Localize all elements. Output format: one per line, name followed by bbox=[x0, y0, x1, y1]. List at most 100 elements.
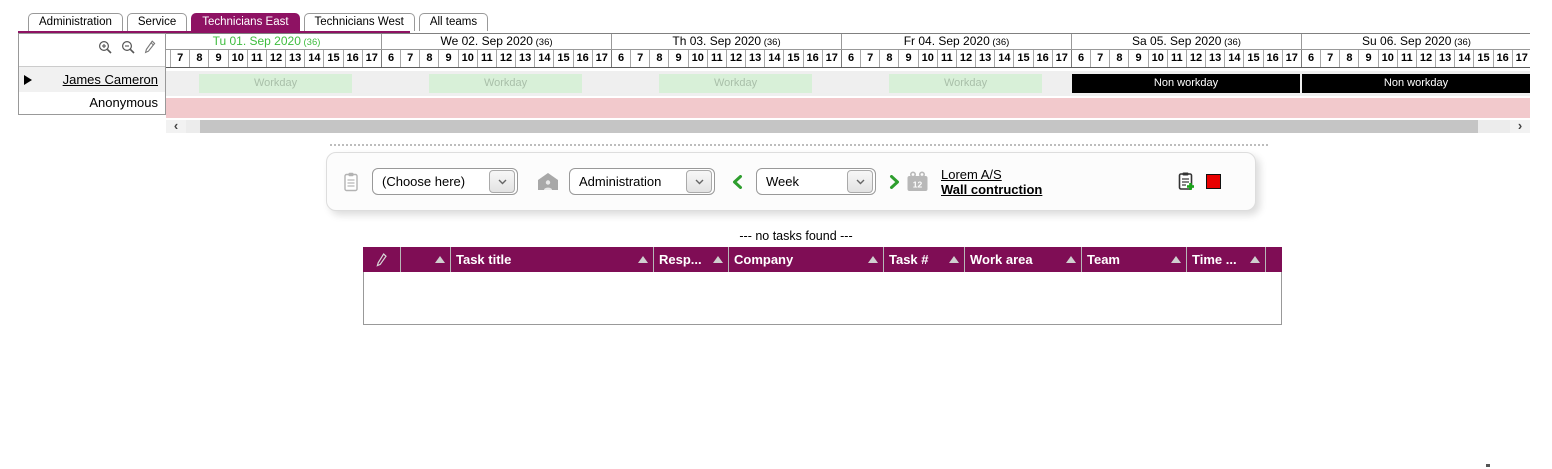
hour-cell[interactable]: 16 bbox=[802, 50, 822, 67]
hour-cell[interactable]: 10 bbox=[1377, 50, 1397, 67]
hour-cell[interactable]: 15 bbox=[783, 50, 803, 67]
hour-cell[interactable]: 6 bbox=[1301, 50, 1321, 67]
sort-ascending-icon[interactable] bbox=[1250, 256, 1260, 263]
hour-cell[interactable]: 6 bbox=[1071, 50, 1091, 67]
tab-all-teams[interactable]: All teams bbox=[418, 13, 489, 31]
calendar-icon[interactable]: 12 bbox=[906, 171, 929, 192]
zoom-out-icon[interactable] bbox=[121, 40, 135, 54]
hour-cell[interactable]: 14 bbox=[304, 50, 324, 67]
hour-cell[interactable]: 11 bbox=[246, 50, 266, 67]
hour-cell[interactable]: 17 bbox=[1281, 50, 1301, 67]
hour-cell[interactable]: 10 bbox=[687, 50, 707, 67]
availability-day-segment[interactable]: Workday bbox=[841, 71, 1071, 96]
day-header[interactable]: We 02. Sep 2020 (36) bbox=[381, 34, 611, 50]
hour-cell[interactable]: 16 bbox=[342, 50, 362, 67]
add-task-clipboard-icon[interactable] bbox=[1178, 172, 1195, 191]
zoom-in-icon[interactable] bbox=[98, 40, 112, 54]
hour-cell[interactable]: 12 bbox=[1415, 50, 1436, 67]
hour-cell[interactable]: 9 bbox=[1128, 50, 1148, 67]
chevron-down-icon[interactable] bbox=[847, 170, 873, 193]
column-task[interactable]: Task # bbox=[883, 247, 964, 272]
customer-link[interactable]: Lorem A/S bbox=[941, 166, 1002, 182]
column-edit[interactable] bbox=[363, 247, 400, 272]
hour-cell[interactable]: 15 bbox=[1473, 50, 1493, 67]
hour-cell[interactable]: 7 bbox=[630, 50, 650, 67]
hour-cell[interactable]: 7 bbox=[1090, 50, 1110, 67]
hour-cell[interactable]: 8 bbox=[189, 50, 209, 67]
hour-cell[interactable]: 17 bbox=[1051, 50, 1071, 67]
availability-day-segment[interactable]: Workday bbox=[381, 71, 611, 96]
hour-cell[interactable]: 9 bbox=[668, 50, 688, 67]
hour-cell[interactable]: 14 bbox=[1454, 50, 1474, 67]
day-header[interactable]: Su 06. Sep 2020 (36) bbox=[1301, 34, 1530, 50]
availability-day-segment[interactable]: Non workday bbox=[1301, 71, 1530, 96]
sort-ascending-icon[interactable] bbox=[713, 256, 723, 263]
hour-cell[interactable]: 12 bbox=[265, 50, 286, 67]
hour-cell[interactable]: 14 bbox=[534, 50, 554, 67]
hour-cell[interactable]: 10 bbox=[227, 50, 247, 67]
tab-technicians-west[interactable]: Technicians West bbox=[303, 13, 415, 31]
sort-ascending-icon[interactable] bbox=[868, 256, 878, 263]
column-company[interactable]: Company bbox=[728, 247, 883, 272]
sort-ascending-icon[interactable] bbox=[1066, 256, 1076, 263]
resource-row-anonymous[interactable]: Anonymous bbox=[19, 92, 165, 113]
sort-ascending-icon[interactable] bbox=[1171, 256, 1181, 263]
tab-technicians-east[interactable]: Technicians East bbox=[191, 13, 300, 31]
availability-day-segment[interactable]: Workday bbox=[611, 71, 841, 96]
hour-cell[interactable]: 15 bbox=[1243, 50, 1263, 67]
availability-day-segment[interactable]: Workday bbox=[166, 71, 381, 96]
scroll-right-button[interactable]: › bbox=[1510, 119, 1530, 133]
hour-cell[interactable]: 7 bbox=[170, 50, 190, 67]
day-header[interactable]: Tu 01. Sep 2020 (36) bbox=[166, 34, 381, 50]
hour-cell[interactable]: 10 bbox=[1147, 50, 1167, 67]
hour-cell[interactable]: 10 bbox=[917, 50, 937, 67]
hour-cell[interactable]: 11 bbox=[1166, 50, 1186, 67]
hour-cell[interactable]: 17 bbox=[1511, 50, 1530, 67]
status-red-square[interactable] bbox=[1206, 174, 1221, 189]
hour-cell[interactable]: 10 bbox=[457, 50, 477, 67]
hour-cell[interactable]: 17 bbox=[591, 50, 611, 67]
hour-cell[interactable]: 8 bbox=[879, 50, 899, 67]
hour-cell[interactable]: 8 bbox=[419, 50, 439, 67]
hour-cell[interactable]: 6 bbox=[841, 50, 861, 67]
hour-cell[interactable]: 14 bbox=[1224, 50, 1244, 67]
hour-cell[interactable]: 6 bbox=[381, 50, 401, 67]
hour-cell[interactable]: 13 bbox=[975, 50, 995, 67]
sort-ascending-icon[interactable] bbox=[638, 256, 648, 263]
hour-cell[interactable]: 16 bbox=[1262, 50, 1282, 67]
availability-day-segment[interactable]: Non workday bbox=[1071, 71, 1301, 96]
column-team[interactable]: Team bbox=[1081, 247, 1186, 272]
hour-cell[interactable]: 12 bbox=[955, 50, 976, 67]
hour-cell[interactable]: 11 bbox=[936, 50, 956, 67]
hour-cell[interactable]: 12 bbox=[725, 50, 746, 67]
hour-cell[interactable]: 14 bbox=[994, 50, 1014, 67]
sort-ascending-icon[interactable] bbox=[949, 256, 959, 263]
hour-cell[interactable]: 13 bbox=[1435, 50, 1455, 67]
hour-cell[interactable]: 11 bbox=[706, 50, 726, 67]
hour-cell[interactable]: 9 bbox=[208, 50, 228, 67]
hour-cell[interactable]: 16 bbox=[1492, 50, 1512, 67]
task-select[interactable]: (Choose here) bbox=[372, 168, 518, 195]
hour-cell[interactable]: 8 bbox=[649, 50, 669, 67]
timeline-scrollbar[interactable]: ‹ › bbox=[166, 119, 1530, 133]
column-time[interactable]: Time ... bbox=[1186, 247, 1265, 272]
hour-cell[interactable]: 9 bbox=[438, 50, 458, 67]
hour-cell[interactable]: 8 bbox=[1339, 50, 1359, 67]
next-period-icon[interactable] bbox=[889, 174, 900, 189]
hour-cell[interactable]: 17 bbox=[361, 50, 381, 67]
resource-name-link[interactable]: James Cameron bbox=[62, 72, 158, 87]
hour-cell[interactable]: 9 bbox=[1358, 50, 1378, 67]
hour-cell[interactable]: 13 bbox=[515, 50, 535, 67]
hour-cell[interactable]: 11 bbox=[1396, 50, 1416, 67]
team-select[interactable]: Administration bbox=[569, 168, 715, 195]
previous-period-icon[interactable] bbox=[732, 174, 743, 189]
hour-cell[interactable]: 15 bbox=[323, 50, 343, 67]
day-header[interactable]: Th 03. Sep 2020 (36) bbox=[611, 34, 841, 50]
hour-cell[interactable]: 12 bbox=[1185, 50, 1206, 67]
tab-service[interactable]: Service bbox=[126, 13, 188, 31]
hour-cell[interactable]: 14 bbox=[764, 50, 784, 67]
column-resp[interactable]: Resp... bbox=[653, 247, 728, 272]
hour-cell[interactable]: 13 bbox=[1205, 50, 1225, 67]
project-link[interactable]: Wall contruction bbox=[941, 181, 1043, 197]
hour-cell[interactable]: 9 bbox=[898, 50, 918, 67]
